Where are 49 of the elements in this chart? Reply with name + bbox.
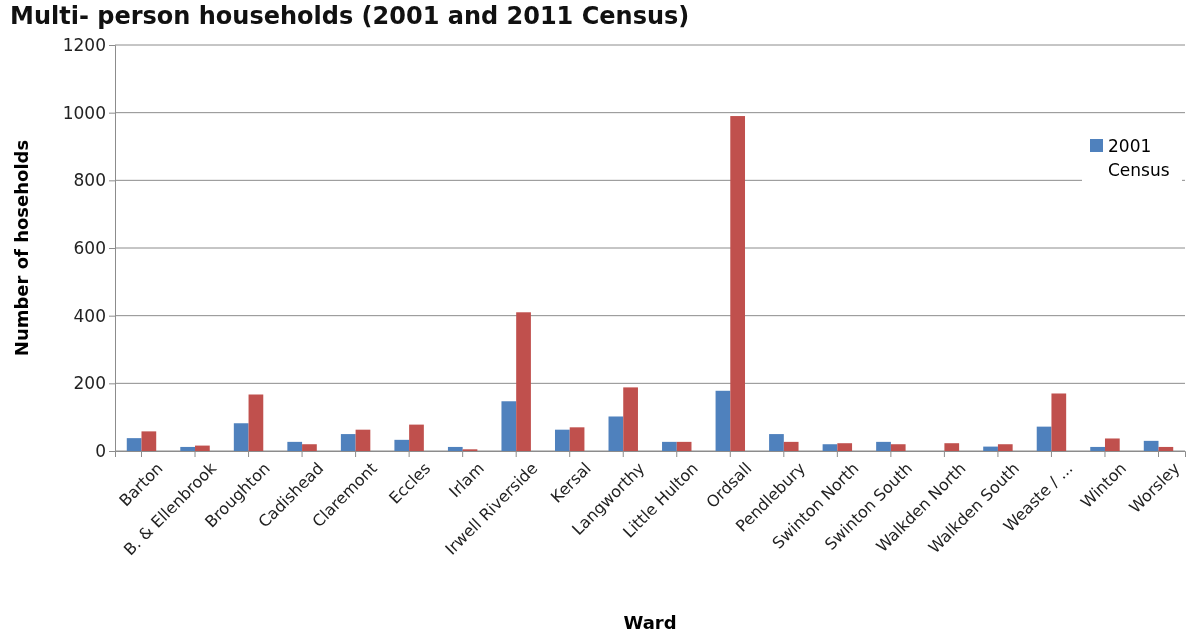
bar: [1036, 426, 1052, 451]
bar: [769, 434, 784, 451]
y-tick-label: 400: [73, 305, 106, 326]
bar: [554, 429, 570, 451]
bar: [983, 446, 998, 451]
bar: [355, 429, 371, 451]
bar: [1143, 440, 1159, 451]
bar: [944, 443, 960, 451]
bar: [623, 387, 638, 451]
bar: [516, 312, 531, 451]
bar: [340, 434, 356, 451]
y-tick-label: 0: [95, 440, 106, 461]
bar: [302, 444, 317, 451]
bar: [1104, 438, 1120, 451]
bar: [997, 444, 1013, 451]
y-tick-label: 1000: [62, 102, 106, 123]
bar: [608, 416, 624, 451]
bar: [501, 401, 517, 451]
bar: [1158, 446, 1174, 451]
bar: [837, 443, 853, 451]
bar: [730, 116, 746, 451]
bar: [409, 424, 424, 451]
bar: [141, 431, 157, 451]
bar: [822, 444, 838, 451]
bar: [876, 441, 891, 451]
bar: [394, 439, 410, 451]
bar: [890, 444, 906, 451]
bar: [1090, 446, 1105, 451]
bar: [662, 441, 677, 451]
legend-label: 2001 Census: [1108, 136, 1170, 180]
y-axis-title: Number of hoseholds: [11, 139, 32, 357]
y-tick-label: 600: [73, 237, 106, 258]
y-tick-label: 1200: [62, 34, 106, 55]
bar: [195, 445, 210, 451]
y-tick-label: 800: [73, 170, 106, 191]
bar: [569, 427, 585, 451]
bar: [233, 423, 249, 451]
bar: [248, 394, 264, 451]
bar: [126, 438, 142, 451]
x-axis-title: Ward: [623, 612, 677, 633]
bar: [676, 441, 692, 451]
y-tick-label: 200: [73, 373, 106, 394]
chart-title: Multi- person households (2001 and 2011 Census): [10, 2, 690, 30]
bar: [715, 390, 731, 451]
bar: [447, 446, 463, 451]
bar: [287, 441, 303, 451]
bar: [783, 441, 799, 451]
bar: [1051, 393, 1067, 451]
bar: [180, 446, 196, 451]
